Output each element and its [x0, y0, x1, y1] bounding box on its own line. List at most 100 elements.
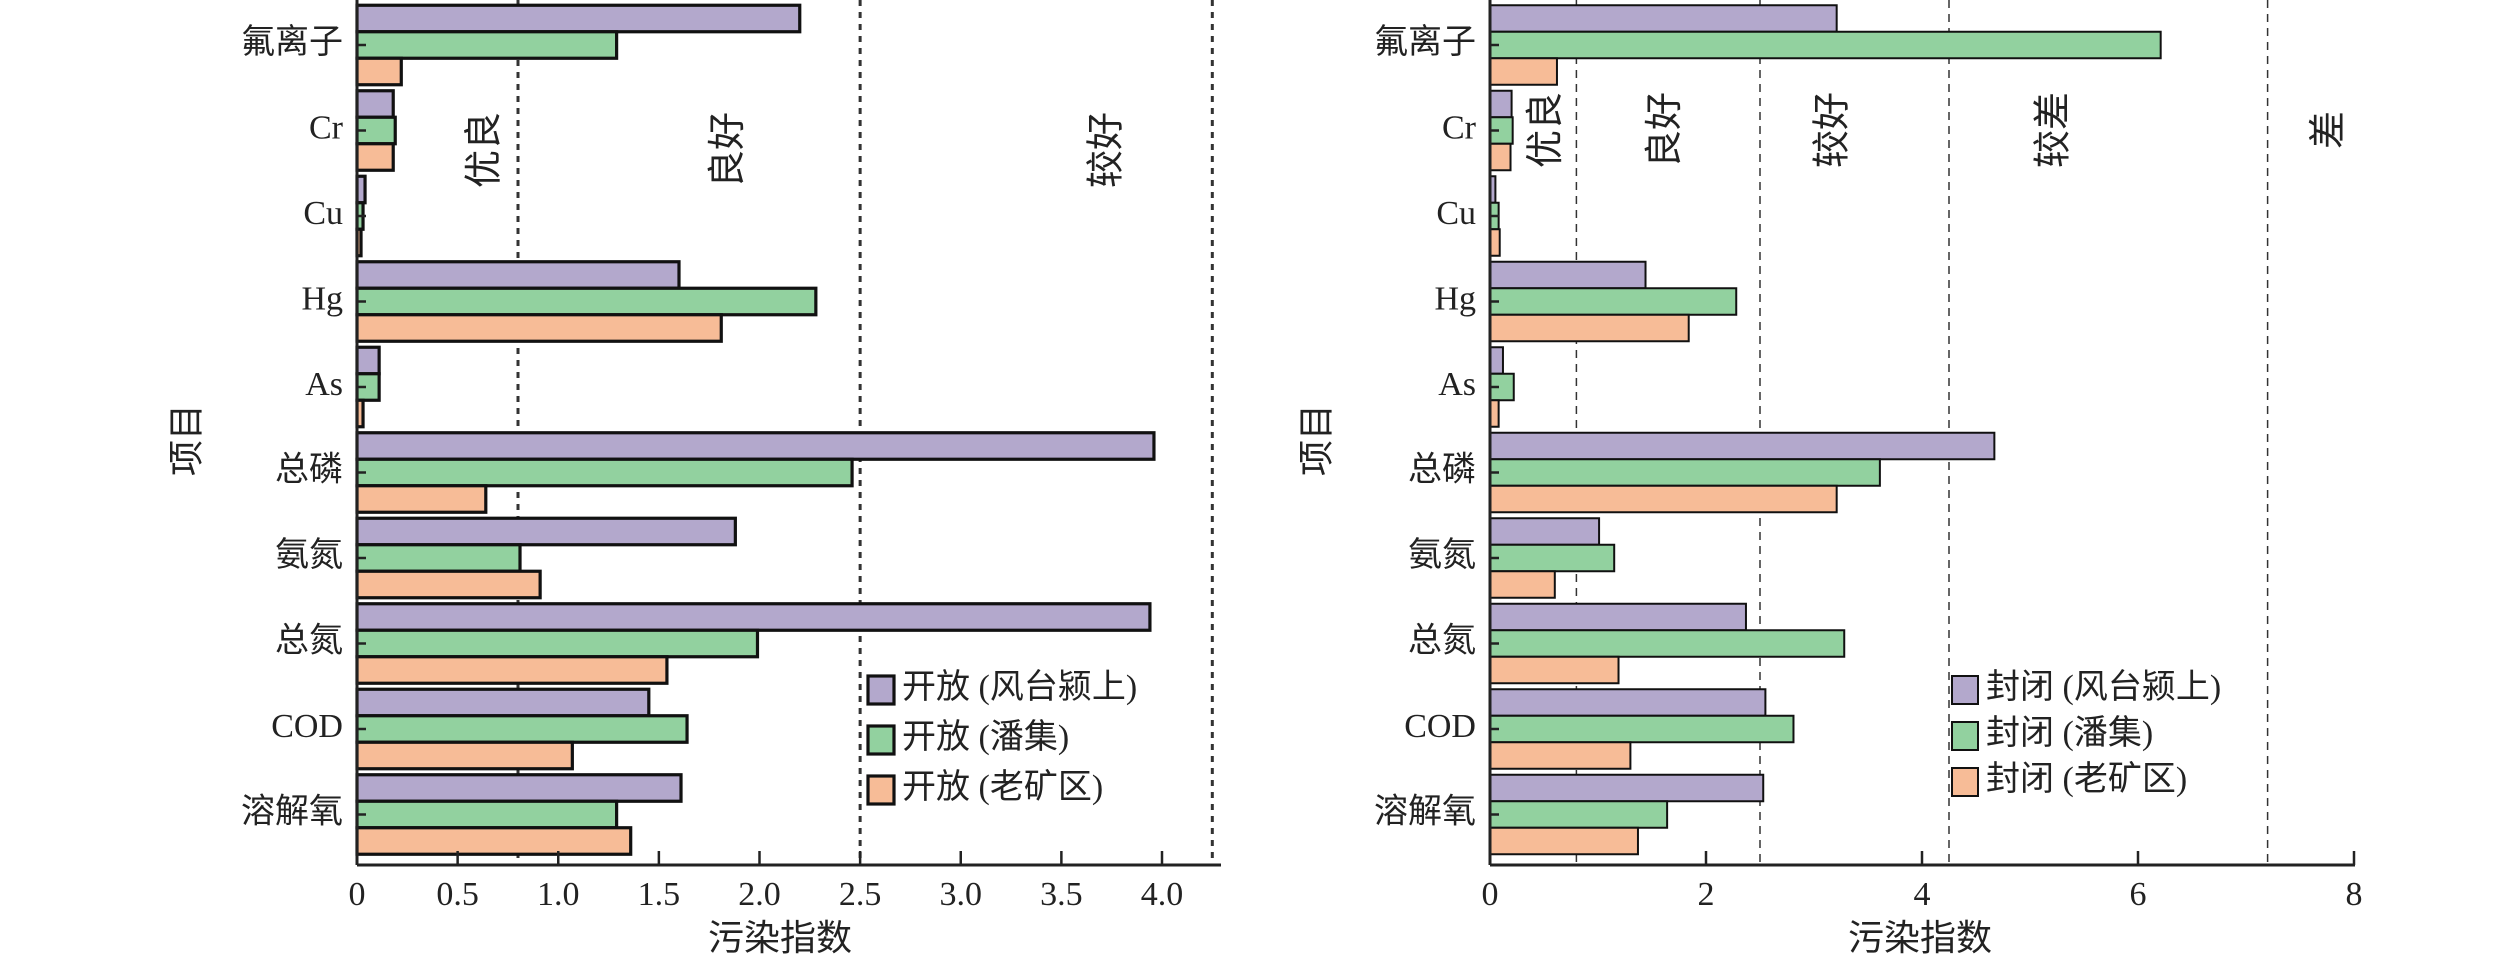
bar [1489, 773, 1765, 803]
bar [1489, 741, 1632, 770]
legend-swatch [866, 774, 896, 806]
bar [1489, 570, 1556, 599]
x-tick-label: 0.5 [436, 876, 479, 913]
bar [1489, 602, 1747, 632]
y-tick-label: 总磷 [1408, 450, 1476, 488]
band-label: 较差 [2033, 92, 2075, 168]
bar [1489, 431, 1996, 461]
bar [355, 457, 854, 488]
legend-label: 封闭 (老矿区) [1986, 760, 2187, 798]
legend-label: 开放 (潘集) [902, 718, 1069, 756]
band-label: 较好 [1085, 112, 1127, 188]
x-tick-label: 2.0 [738, 876, 781, 913]
y-tick-label: 氨氮 [275, 536, 343, 574]
bar [355, 431, 1156, 461]
y-tick-label: As [1438, 366, 1476, 403]
bar [1489, 826, 1639, 856]
x-tick-label: 1.5 [638, 876, 681, 913]
x-tick-label: 6 [2130, 876, 2147, 913]
x-tick-label: 3.5 [1040, 876, 1083, 913]
bar [1489, 89, 1513, 119]
y-tick-label: 氨氮 [1408, 536, 1476, 574]
bar [355, 714, 689, 744]
bar [355, 826, 633, 856]
y-tick-label: 氟离子 [1374, 23, 1476, 61]
band-label: 良好 [707, 112, 749, 188]
bar [355, 799, 619, 830]
legend-swatch [1951, 675, 1979, 705]
y-tick-label: As [305, 366, 343, 403]
legend: 开放 (风台颍上) 开放 (潘集) 开放 (老矿区) [866, 668, 1137, 806]
bar [355, 3, 802, 34]
y-tick-label: Cr [309, 109, 344, 146]
bar [1489, 517, 1601, 546]
band-label: 优良 [464, 112, 506, 188]
x-tick-label: 0 [1482, 876, 1499, 913]
bar [1489, 800, 1669, 829]
band-label: 良好 [1644, 92, 1686, 168]
bar [355, 142, 395, 172]
bar [355, 345, 381, 376]
y-axis-title: 项目 [1296, 404, 1336, 476]
legend-label: 开放 (老矿区) [902, 768, 1103, 806]
y-tick-label: 溶解氧 [241, 792, 343, 830]
bar [355, 89, 395, 119]
band-label: 优良 [1525, 92, 1567, 168]
legend-swatch [1951, 721, 1979, 751]
y-axis-title: 项目 [166, 404, 206, 476]
bar [1489, 4, 1838, 33]
bar [355, 569, 542, 600]
bar [1489, 260, 1647, 290]
bar [1489, 142, 1512, 172]
bar [1489, 688, 1767, 717]
bar [1489, 287, 1738, 316]
bar [355, 484, 488, 514]
legend-label: 封闭 (潘集) [1986, 714, 2153, 752]
x-axis-title: 污染指数 [1848, 918, 1992, 958]
x-tick-label: 1.0 [537, 876, 580, 913]
bar [1489, 629, 1846, 658]
y-tick-label: Cu [303, 195, 343, 232]
bar [1489, 30, 2162, 60]
legend: 封闭 (风台颍上) 封闭 (潘集) 封闭 (老矿区) [1951, 668, 2221, 798]
legend-swatch [1951, 767, 1979, 797]
bar [1489, 346, 1504, 375]
x-tick-label: 2.5 [839, 876, 882, 913]
y-tick-label: COD [271, 708, 343, 745]
x-tick-label: 4.0 [1141, 876, 1184, 913]
bar [355, 628, 760, 659]
bar [355, 655, 669, 685]
bar [355, 773, 683, 803]
y-tick-label: COD [1404, 708, 1476, 745]
band-label: 差 [2308, 111, 2350, 149]
x-tick-label: 0 [349, 876, 366, 913]
y-tick-label: 总氮 [275, 621, 343, 659]
y-tick-label: Hg [1434, 280, 1476, 317]
y-tick-label: Hg [301, 280, 343, 317]
x-tick-label: 4 [1914, 876, 1931, 913]
y-tick-label: Cu [1436, 195, 1476, 232]
band-label: 较好 [1811, 92, 1853, 168]
x-tick-label: 2 [1698, 876, 1715, 913]
bar [355, 56, 403, 87]
bar [355, 286, 818, 317]
bar [355, 516, 737, 547]
bar [355, 30, 619, 60]
legend-label: 开放 (风台颍上) [902, 668, 1137, 706]
x-axis-title: 污染指数 [708, 918, 852, 958]
bar [355, 313, 723, 343]
bar [1489, 57, 1558, 86]
bar [355, 602, 1152, 632]
bar [1489, 714, 1795, 744]
legend-swatch [866, 674, 896, 706]
bar [1489, 484, 1838, 514]
x-tick-label: 8 [2346, 876, 2363, 913]
y-tick-label: 溶解氧 [1374, 792, 1476, 830]
x-tick-label: 3.0 [940, 876, 983, 913]
legend-label: 封闭 (风台颍上) [1986, 668, 2221, 706]
y-tick-label: 总磷 [275, 450, 343, 488]
